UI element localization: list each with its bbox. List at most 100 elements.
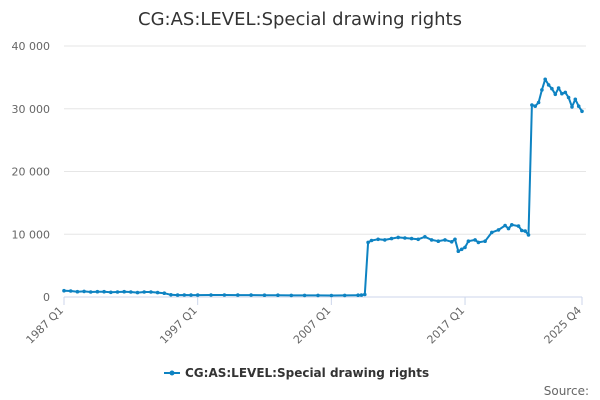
data-point[interactable] — [563, 90, 568, 95]
data-point[interactable] — [573, 97, 578, 102]
data-point[interactable] — [520, 228, 524, 233]
series-line[interactable] — [63, 78, 583, 297]
data-point[interactable] — [169, 293, 173, 297]
data-point[interactable] — [466, 239, 471, 243]
data-point[interactable] — [526, 233, 531, 237]
x-tick-label: 2007 Q1 — [291, 304, 334, 347]
data-point[interactable] — [536, 100, 541, 105]
data-point[interactable] — [189, 293, 193, 297]
y-tick-label: 0 — [43, 291, 50, 304]
data-point[interactable] — [129, 290, 133, 294]
data-point[interactable] — [88, 290, 93, 294]
data-point[interactable] — [276, 293, 280, 298]
data-point[interactable] — [369, 238, 374, 243]
data-point[interactable] — [122, 289, 126, 294]
data-point[interactable] — [195, 293, 200, 297]
data-point[interactable] — [553, 92, 558, 97]
data-point[interactable] — [503, 223, 507, 228]
data-point[interactable] — [396, 235, 401, 240]
data-point[interactable] — [162, 291, 167, 296]
x-tick-label: 1997 Q1 — [157, 304, 200, 347]
data-point[interactable] — [329, 293, 334, 298]
source-credit[interactable]: Source: — [544, 384, 589, 398]
data-point[interactable] — [523, 229, 527, 233]
data-point[interactable] — [182, 293, 187, 297]
data-point[interactable] — [236, 293, 240, 297]
data-point[interactable] — [473, 238, 477, 242]
data-point[interactable] — [566, 95, 571, 100]
data-point[interactable] — [416, 237, 421, 242]
data-point[interactable] — [289, 293, 294, 298]
data-point[interactable] — [516, 224, 521, 228]
data-point[interactable] — [383, 238, 387, 242]
x-tick-label: 2017 Q1 — [425, 304, 468, 347]
legend-marker-symbol — [169, 370, 175, 376]
data-point[interactable] — [506, 226, 511, 231]
data-point[interactable] — [533, 104, 537, 108]
legend-label: CG:AS:LEVEL:Special drawing rights — [185, 366, 429, 380]
data-point[interactable] — [429, 238, 434, 242]
data-point[interactable] — [102, 289, 106, 294]
data-point[interactable] — [436, 239, 441, 243]
data-point[interactable] — [550, 86, 554, 91]
y-axis-ticks: 0 10 000 20 000 30 000 40 000 — [12, 40, 51, 304]
data-point[interactable] — [490, 230, 494, 235]
data-point[interactable] — [453, 237, 457, 242]
data-point[interactable] — [302, 293, 307, 298]
data-point[interactable] — [155, 290, 160, 295]
data-point[interactable] — [530, 103, 534, 107]
data-point[interactable] — [463, 245, 467, 250]
data-point[interactable] — [209, 293, 213, 297]
data-point[interactable] — [68, 289, 73, 293]
data-point[interactable] — [115, 290, 120, 294]
data-point[interactable] — [249, 293, 253, 297]
y-tick-label: 40 000 — [12, 40, 51, 53]
data-point[interactable] — [95, 289, 100, 294]
x-tick-label: 1987 Q1 — [24, 304, 67, 347]
data-point[interactable] — [366, 240, 370, 245]
data-point[interactable] — [576, 104, 581, 108]
data-point[interactable] — [546, 83, 551, 87]
data-point[interactable] — [389, 236, 394, 241]
data-point[interactable] — [363, 292, 367, 297]
data-point[interactable] — [356, 293, 360, 298]
x-tick-label: 2025 Q4 — [542, 304, 585, 347]
data-point[interactable] — [423, 235, 427, 239]
data-point[interactable] — [62, 288, 66, 293]
data-point[interactable] — [149, 290, 153, 294]
data-point[interactable] — [560, 91, 564, 96]
data-point[interactable] — [449, 240, 454, 244]
data-point[interactable] — [82, 289, 86, 294]
grid-lines — [64, 45, 586, 235]
data-point[interactable] — [459, 247, 464, 252]
chart-title: CG:AS:LEVEL:Special drawing rights — [138, 9, 462, 30]
data-point[interactable] — [135, 290, 140, 295]
data-point[interactable] — [496, 228, 501, 232]
data-point[interactable] — [540, 88, 544, 92]
data-point[interactable] — [342, 293, 347, 298]
data-point[interactable] — [570, 105, 574, 109]
data-point[interactable] — [316, 293, 320, 298]
data-point[interactable] — [409, 236, 414, 241]
y-tick-label: 20 000 — [12, 166, 51, 179]
data-point[interactable] — [510, 223, 514, 227]
data-point[interactable] — [556, 86, 561, 90]
data-point[interactable] — [222, 293, 227, 297]
data-point[interactable] — [443, 238, 447, 242]
data-point[interactable] — [543, 77, 547, 82]
data-point[interactable] — [580, 109, 584, 114]
data-point[interactable] — [142, 290, 146, 294]
data-point[interactable] — [456, 249, 461, 253]
data-point[interactable] — [262, 293, 267, 298]
data-point[interactable] — [359, 293, 364, 297]
data-point[interactable] — [483, 239, 487, 243]
data-point[interactable] — [376, 237, 380, 242]
legend[interactable]: CG:AS:LEVEL:Special drawing rights — [164, 366, 429, 380]
y-tick-label: 10 000 — [12, 228, 51, 241]
data-point[interactable] — [75, 289, 80, 294]
data-point[interactable] — [109, 290, 113, 295]
data-point[interactable] — [476, 240, 481, 245]
data-point[interactable] — [175, 293, 180, 297]
data-point[interactable] — [403, 236, 407, 240]
